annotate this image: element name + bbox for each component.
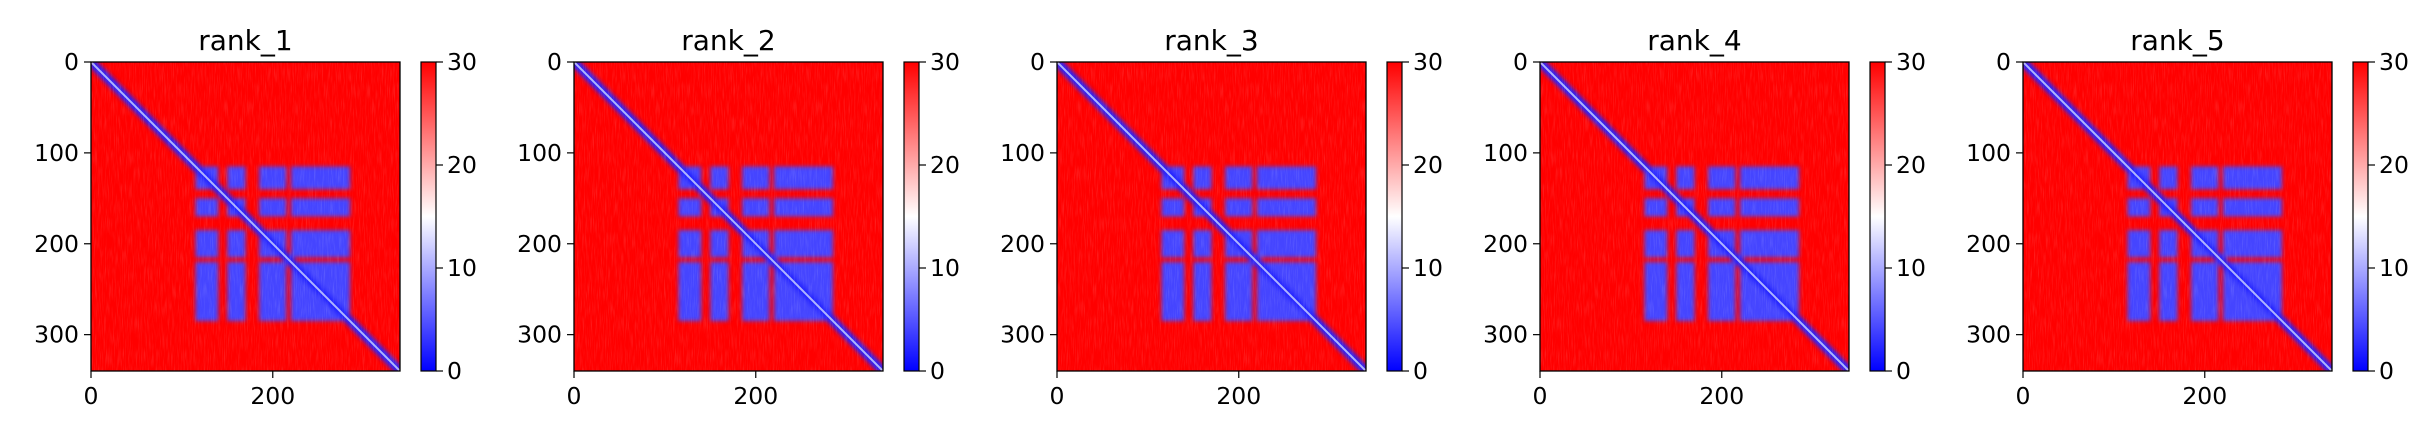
axes-frame [90,61,401,372]
heatmap-texture [91,62,400,371]
colorbar: 0 10 20 30 [1386,48,1443,385]
colorbar-gradient [1386,61,1403,372]
panel-title: rank_5 [2130,24,2224,57]
y-tick-label: 100 [517,139,562,167]
colorbar-gradient [903,61,920,372]
y-tick-label: 100 [1483,139,1528,167]
y-tick-label: 0 [1996,48,2011,76]
x-tick-label: 200 [733,382,778,410]
heatmap-image [1540,62,1849,371]
y-tick-label: 0 [1030,48,1045,76]
heatmap-texture [1057,62,1366,371]
colorbar-tick-label: 30 [447,48,477,76]
colorbar-gradient [420,61,437,372]
x-tick-label: 200 [250,382,295,410]
y-tick-label: 200 [1000,230,1045,258]
y-tick-label: 0 [1513,48,1528,76]
panel-title: rank_1 [198,24,292,57]
colorbar-tick-label: 10 [930,254,960,282]
heatmap-panel-1: rank_1 0 100 200 300 0 200 0 10 20 30 [34,24,477,410]
axes-frame [1539,61,1850,372]
heatmap-panel-3: rank_3 0 100 200 300 0 200 0 10 20 30 [1000,24,1443,410]
y-tick-label: 200 [1966,230,2011,258]
colorbar: 0 10 20 30 [903,48,960,385]
colorbar-tick-label: 20 [1413,151,1443,179]
y-tick-label: 300 [34,321,79,349]
colorbar: 0 10 20 30 [420,48,477,385]
x-tick-label: 0 [2016,382,2031,410]
x-tick-label: 0 [1050,382,1065,410]
colorbar-tick-label: 30 [930,48,960,76]
y-tick-label: 200 [34,230,79,258]
colorbar-tick-label: 10 [1896,254,1926,282]
y-tick-label: 200 [1483,230,1528,258]
panel-title: rank_4 [1647,24,1741,57]
colorbar-tick-label: 0 [2379,357,2394,385]
colorbar-tick-label: 30 [1413,48,1443,76]
colorbar-tick-label: 0 [930,357,945,385]
colorbar-gradient [2352,61,2369,372]
heatmap-image [2023,62,2332,371]
colorbar-gradient [1869,61,1886,372]
heatmap-panel-2: rank_2 0 100 200 300 0 200 0 10 20 30 [517,24,960,410]
colorbar-tick-label: 20 [1896,151,1926,179]
colorbar-tick-label: 20 [930,151,960,179]
colorbar-tick-label: 10 [447,254,477,282]
y-tick-label: 0 [547,48,562,76]
x-tick-label: 200 [1216,382,1261,410]
panel-title: rank_3 [1164,24,1258,57]
heatmap-image [574,62,883,371]
colorbar-tick-label: 10 [1413,254,1443,282]
heatmap-texture [1540,62,1849,371]
colorbar-tick-label: 10 [2379,254,2409,282]
heatmap-texture [2023,62,2332,371]
y-tick-label: 300 [517,321,562,349]
x-tick-label: 200 [1699,382,1744,410]
colorbar-tick-label: 20 [2379,151,2409,179]
colorbar-tick-label: 0 [1413,357,1428,385]
heatmap-panel-4: rank_4 0 100 200 300 0 200 0 10 20 30 [1483,24,1926,410]
x-tick-label: 0 [1533,382,1548,410]
y-tick-label: 100 [1966,139,2011,167]
heatmap-panel-5: rank_5 0 100 200 300 0 200 0 10 20 30 [1966,24,2409,410]
y-tick-label: 300 [1483,321,1528,349]
colorbar-tick-label: 0 [1896,357,1911,385]
heatmap-image [91,62,400,371]
axes-frame [2022,61,2333,372]
y-tick-label: 300 [1000,321,1045,349]
colorbar-tick-label: 0 [447,357,462,385]
x-tick-label: 0 [567,382,582,410]
colorbar-tick-label: 30 [2379,48,2409,76]
panel-title: rank_2 [681,24,775,57]
axes-frame [573,61,884,372]
y-tick-label: 100 [1000,139,1045,167]
y-tick-label: 0 [64,48,79,76]
colorbar: 0 10 20 30 [2352,48,2409,385]
y-tick-label: 300 [1966,321,2011,349]
heatmap-image [1057,62,1366,371]
axes-frame [1056,61,1367,372]
heatmap-texture [574,62,883,371]
x-tick-label: 200 [2182,382,2227,410]
y-tick-label: 100 [34,139,79,167]
x-tick-label: 0 [84,382,99,410]
colorbar-tick-label: 30 [1896,48,1926,76]
colorbar: 0 10 20 30 [1869,48,1926,385]
colorbar-tick-label: 20 [447,151,477,179]
y-tick-label: 200 [517,230,562,258]
